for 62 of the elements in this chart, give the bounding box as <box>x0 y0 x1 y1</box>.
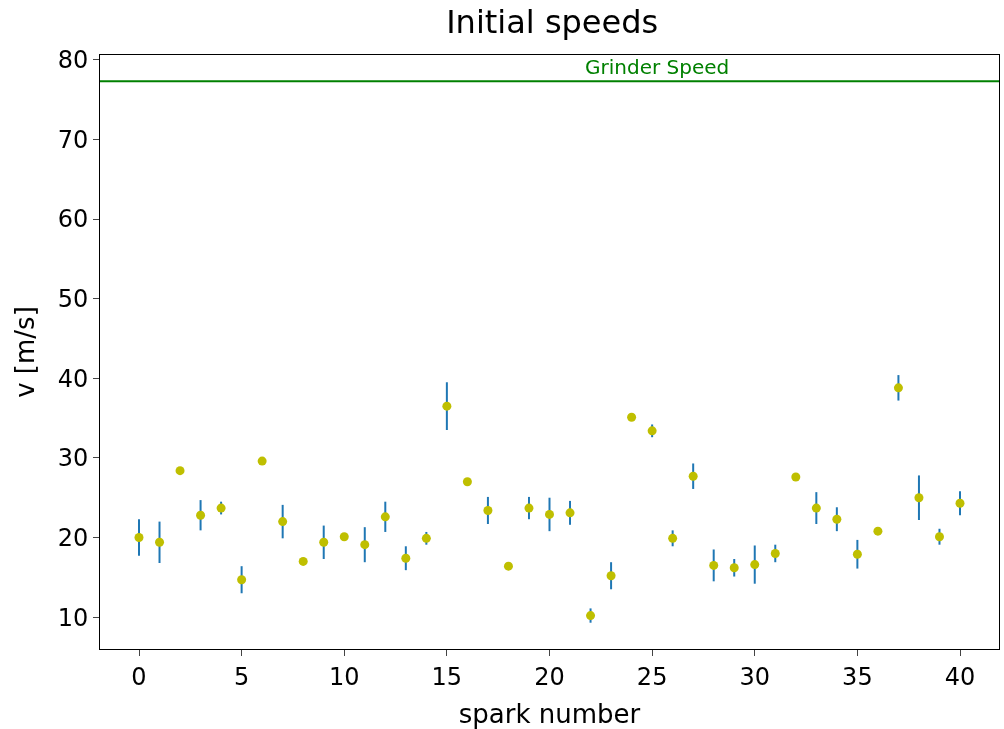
point <box>298 556 308 566</box>
point <box>216 503 226 513</box>
y-tick-label: 40 <box>57 364 89 393</box>
x-tick-label: 25 <box>636 662 668 691</box>
point <box>873 526 883 536</box>
point <box>339 532 349 542</box>
x-tick-label: 35 <box>842 662 873 691</box>
x-tick-label: 20 <box>534 662 565 691</box>
point <box>606 571 616 581</box>
x-tick-label: 0 <box>131 662 147 691</box>
y-tick-label: 50 <box>57 285 89 314</box>
point <box>175 466 185 476</box>
x-tick-label: 40 <box>944 662 976 691</box>
point <box>668 533 678 543</box>
point <box>627 412 637 422</box>
point <box>811 503 821 513</box>
point <box>360 540 370 550</box>
point <box>462 477 472 487</box>
x-tick-label: 15 <box>431 662 463 691</box>
point <box>750 560 760 570</box>
point <box>852 549 862 559</box>
point <box>688 471 698 481</box>
point <box>524 503 534 513</box>
point <box>134 533 144 543</box>
point <box>319 537 329 547</box>
point <box>155 537 165 547</box>
point <box>893 383 903 393</box>
point <box>729 563 739 573</box>
point <box>709 560 719 570</box>
y-tick-label: 10 <box>57 603 89 632</box>
point <box>196 510 206 520</box>
x-tick-label: 10 <box>328 662 360 691</box>
y-tick-label: 20 <box>57 523 89 552</box>
point <box>421 533 431 543</box>
point <box>442 401 452 411</box>
point <box>503 561 513 571</box>
y-axis-title: v [m/s] <box>10 306 41 398</box>
y-tick-label: 30 <box>57 444 89 473</box>
y-tick-label: 80 <box>57 46 89 75</box>
point <box>401 553 411 563</box>
point <box>770 548 780 558</box>
point <box>237 575 247 585</box>
point <box>565 508 575 518</box>
point <box>278 517 288 527</box>
x-axis-title: spark number <box>458 699 641 729</box>
point <box>380 512 390 522</box>
point <box>934 532 944 542</box>
point <box>647 426 657 436</box>
point <box>791 472 801 482</box>
point <box>545 509 554 519</box>
point <box>914 493 924 503</box>
y-tick-label: 60 <box>57 205 89 234</box>
point <box>955 498 965 508</box>
point <box>832 514 842 524</box>
point <box>586 611 596 621</box>
y-tick-label: 70 <box>57 125 89 154</box>
point <box>483 505 493 515</box>
ref-line-label: Grinder Speed <box>585 55 730 79</box>
chart-title: Initial speeds <box>446 3 659 42</box>
x-tick-label: 5 <box>233 662 250 691</box>
x-tick-label: 30 <box>739 662 771 691</box>
point <box>257 456 267 466</box>
